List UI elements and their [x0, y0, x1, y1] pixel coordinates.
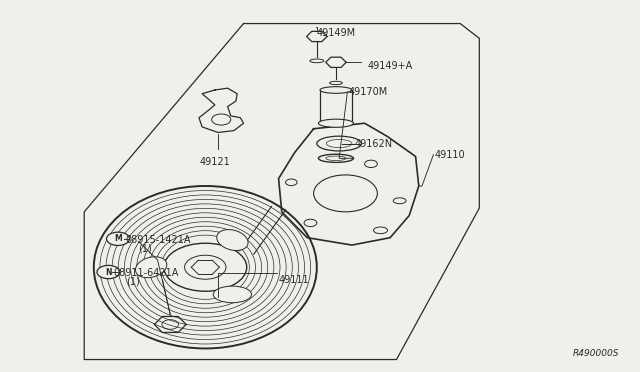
Ellipse shape	[320, 87, 352, 93]
Text: (1): (1)	[138, 243, 152, 253]
Text: 49110: 49110	[435, 150, 465, 160]
Bar	[320, 90, 352, 123]
Ellipse shape	[317, 136, 362, 151]
Circle shape	[212, 114, 231, 125]
Ellipse shape	[319, 119, 353, 127]
Text: (1): (1)	[125, 276, 140, 286]
Text: 49170M: 49170M	[349, 87, 388, 97]
Text: 49121: 49121	[200, 157, 230, 167]
Ellipse shape	[310, 59, 324, 62]
Ellipse shape	[330, 81, 342, 85]
Polygon shape	[154, 317, 186, 333]
Polygon shape	[278, 123, 419, 245]
Text: R490000S: R490000S	[573, 349, 620, 358]
Ellipse shape	[213, 286, 252, 303]
Polygon shape	[199, 88, 244, 132]
Text: 49149M: 49149M	[317, 28, 356, 38]
Text: 49111: 49111	[278, 275, 309, 285]
Polygon shape	[307, 31, 327, 42]
Ellipse shape	[136, 257, 167, 278]
Text: 08911-6421A: 08911-6421A	[113, 268, 179, 278]
Text: 49149+A: 49149+A	[368, 61, 413, 71]
Ellipse shape	[217, 230, 248, 250]
Polygon shape	[326, 57, 346, 67]
Ellipse shape	[319, 154, 353, 162]
Ellipse shape	[94, 186, 317, 349]
Circle shape	[97, 265, 120, 279]
Ellipse shape	[164, 243, 246, 291]
Text: N: N	[105, 267, 112, 276]
Circle shape	[106, 232, 129, 246]
Text: 08915-1421A: 08915-1421A	[125, 234, 191, 244]
Text: M: M	[114, 234, 122, 243]
Text: 49162N: 49162N	[355, 138, 393, 148]
